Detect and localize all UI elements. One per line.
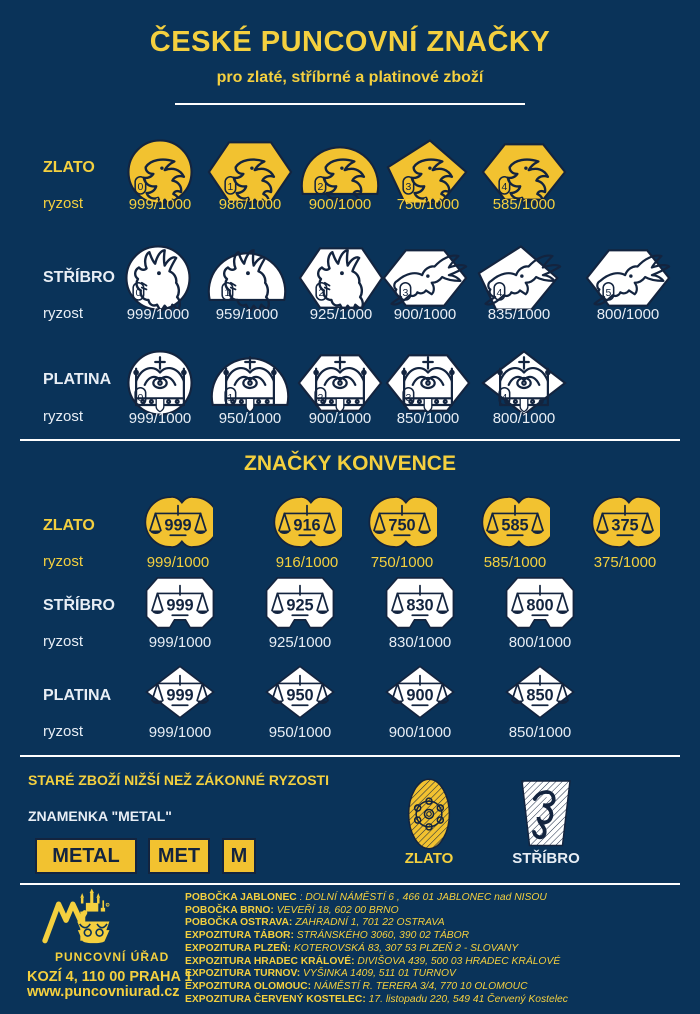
svg-text:750: 750 <box>388 517 415 535</box>
svg-text:0: 0 <box>137 392 143 404</box>
svg-text:999: 999 <box>166 597 193 615</box>
svg-text:375: 375 <box>611 517 638 535</box>
svg-text:916: 916 <box>293 517 320 535</box>
svg-text:1: 1 <box>227 392 233 404</box>
svg-text:800: 800 <box>526 597 553 615</box>
svg-text:1: 1 <box>227 181 233 193</box>
svg-text:2: 2 <box>318 287 324 299</box>
svg-text:0: 0 <box>135 287 141 299</box>
svg-text:3: 3 <box>405 392 411 404</box>
svg-text:4: 4 <box>501 392 507 404</box>
svg-text:925: 925 <box>286 597 313 615</box>
svg-text:4: 4 <box>501 181 507 193</box>
svg-text:850: 850 <box>526 687 553 705</box>
svg-text:585: 585 <box>501 517 528 535</box>
svg-text:2: 2 <box>317 181 323 193</box>
svg-text:1: 1 <box>224 287 230 299</box>
svg-text:2: 2 <box>317 392 323 404</box>
svg-text:900: 900 <box>406 687 433 705</box>
svg-text:3: 3 <box>405 181 411 193</box>
svg-text:3: 3 <box>402 287 408 299</box>
svg-text:5: 5 <box>605 287 611 299</box>
svg-text:950: 950 <box>286 687 313 705</box>
svg-text:999: 999 <box>166 687 193 705</box>
svg-text:999: 999 <box>164 517 191 535</box>
svg-text:830: 830 <box>406 597 433 615</box>
svg-text:4: 4 <box>496 287 502 299</box>
svg-text:0: 0 <box>137 181 143 193</box>
